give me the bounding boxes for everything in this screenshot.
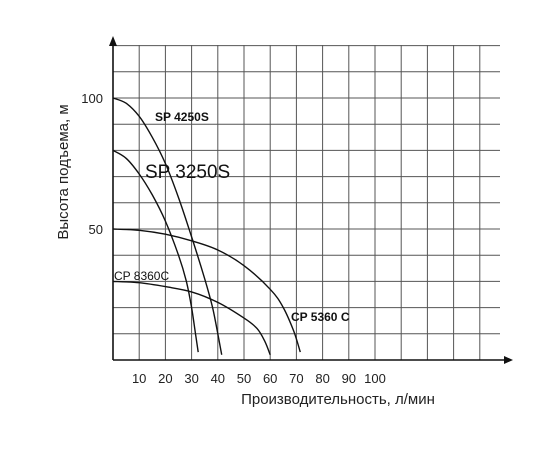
label-cp-8360c: CP 8360C: [114, 269, 169, 283]
label-sp-3250s: SP 3250S: [145, 162, 230, 183]
x-tick-label: 10: [132, 371, 146, 386]
curve-sp-4250s: [112, 97, 223, 355]
x-tick-label: 80: [315, 371, 329, 386]
curve-cp-5360-c: [112, 228, 301, 353]
x-tick-label: 70: [289, 371, 303, 386]
tick-labels: 10 20 30 40 50 60 70 80 90 100 50 100: [81, 91, 386, 386]
y-tick-label: 50: [89, 222, 103, 237]
x-tick-label: 100: [364, 371, 386, 386]
x-tick-label: 40: [211, 371, 225, 386]
x-tick-label: 50: [237, 371, 251, 386]
axes: [109, 36, 513, 364]
grid: [113, 45, 500, 360]
curves: [112, 97, 301, 356]
label-cp-5360-c: CP 5360 C: [291, 310, 350, 324]
x-axis-arrow: [504, 356, 513, 364]
x-tick-label: 20: [158, 371, 172, 386]
x-tick-label: 30: [184, 371, 198, 386]
x-axis-title: Производительность, л/мин: [241, 391, 435, 408]
y-axis-arrow: [109, 36, 117, 46]
x-tick-label: 60: [263, 371, 277, 386]
x-tick-label: 90: [342, 371, 356, 386]
curve-cp-8360c: [112, 280, 271, 356]
y-tick-label: 100: [81, 91, 103, 106]
curve-sp-3250s: [112, 149, 199, 353]
label-sp-4250s: SP 4250S: [155, 110, 209, 124]
y-axis-title: Высота подъема, м: [55, 104, 72, 239]
curve-labels: SP 4250S SP 3250S CP 5360 C CP 8360C: [114, 110, 350, 324]
